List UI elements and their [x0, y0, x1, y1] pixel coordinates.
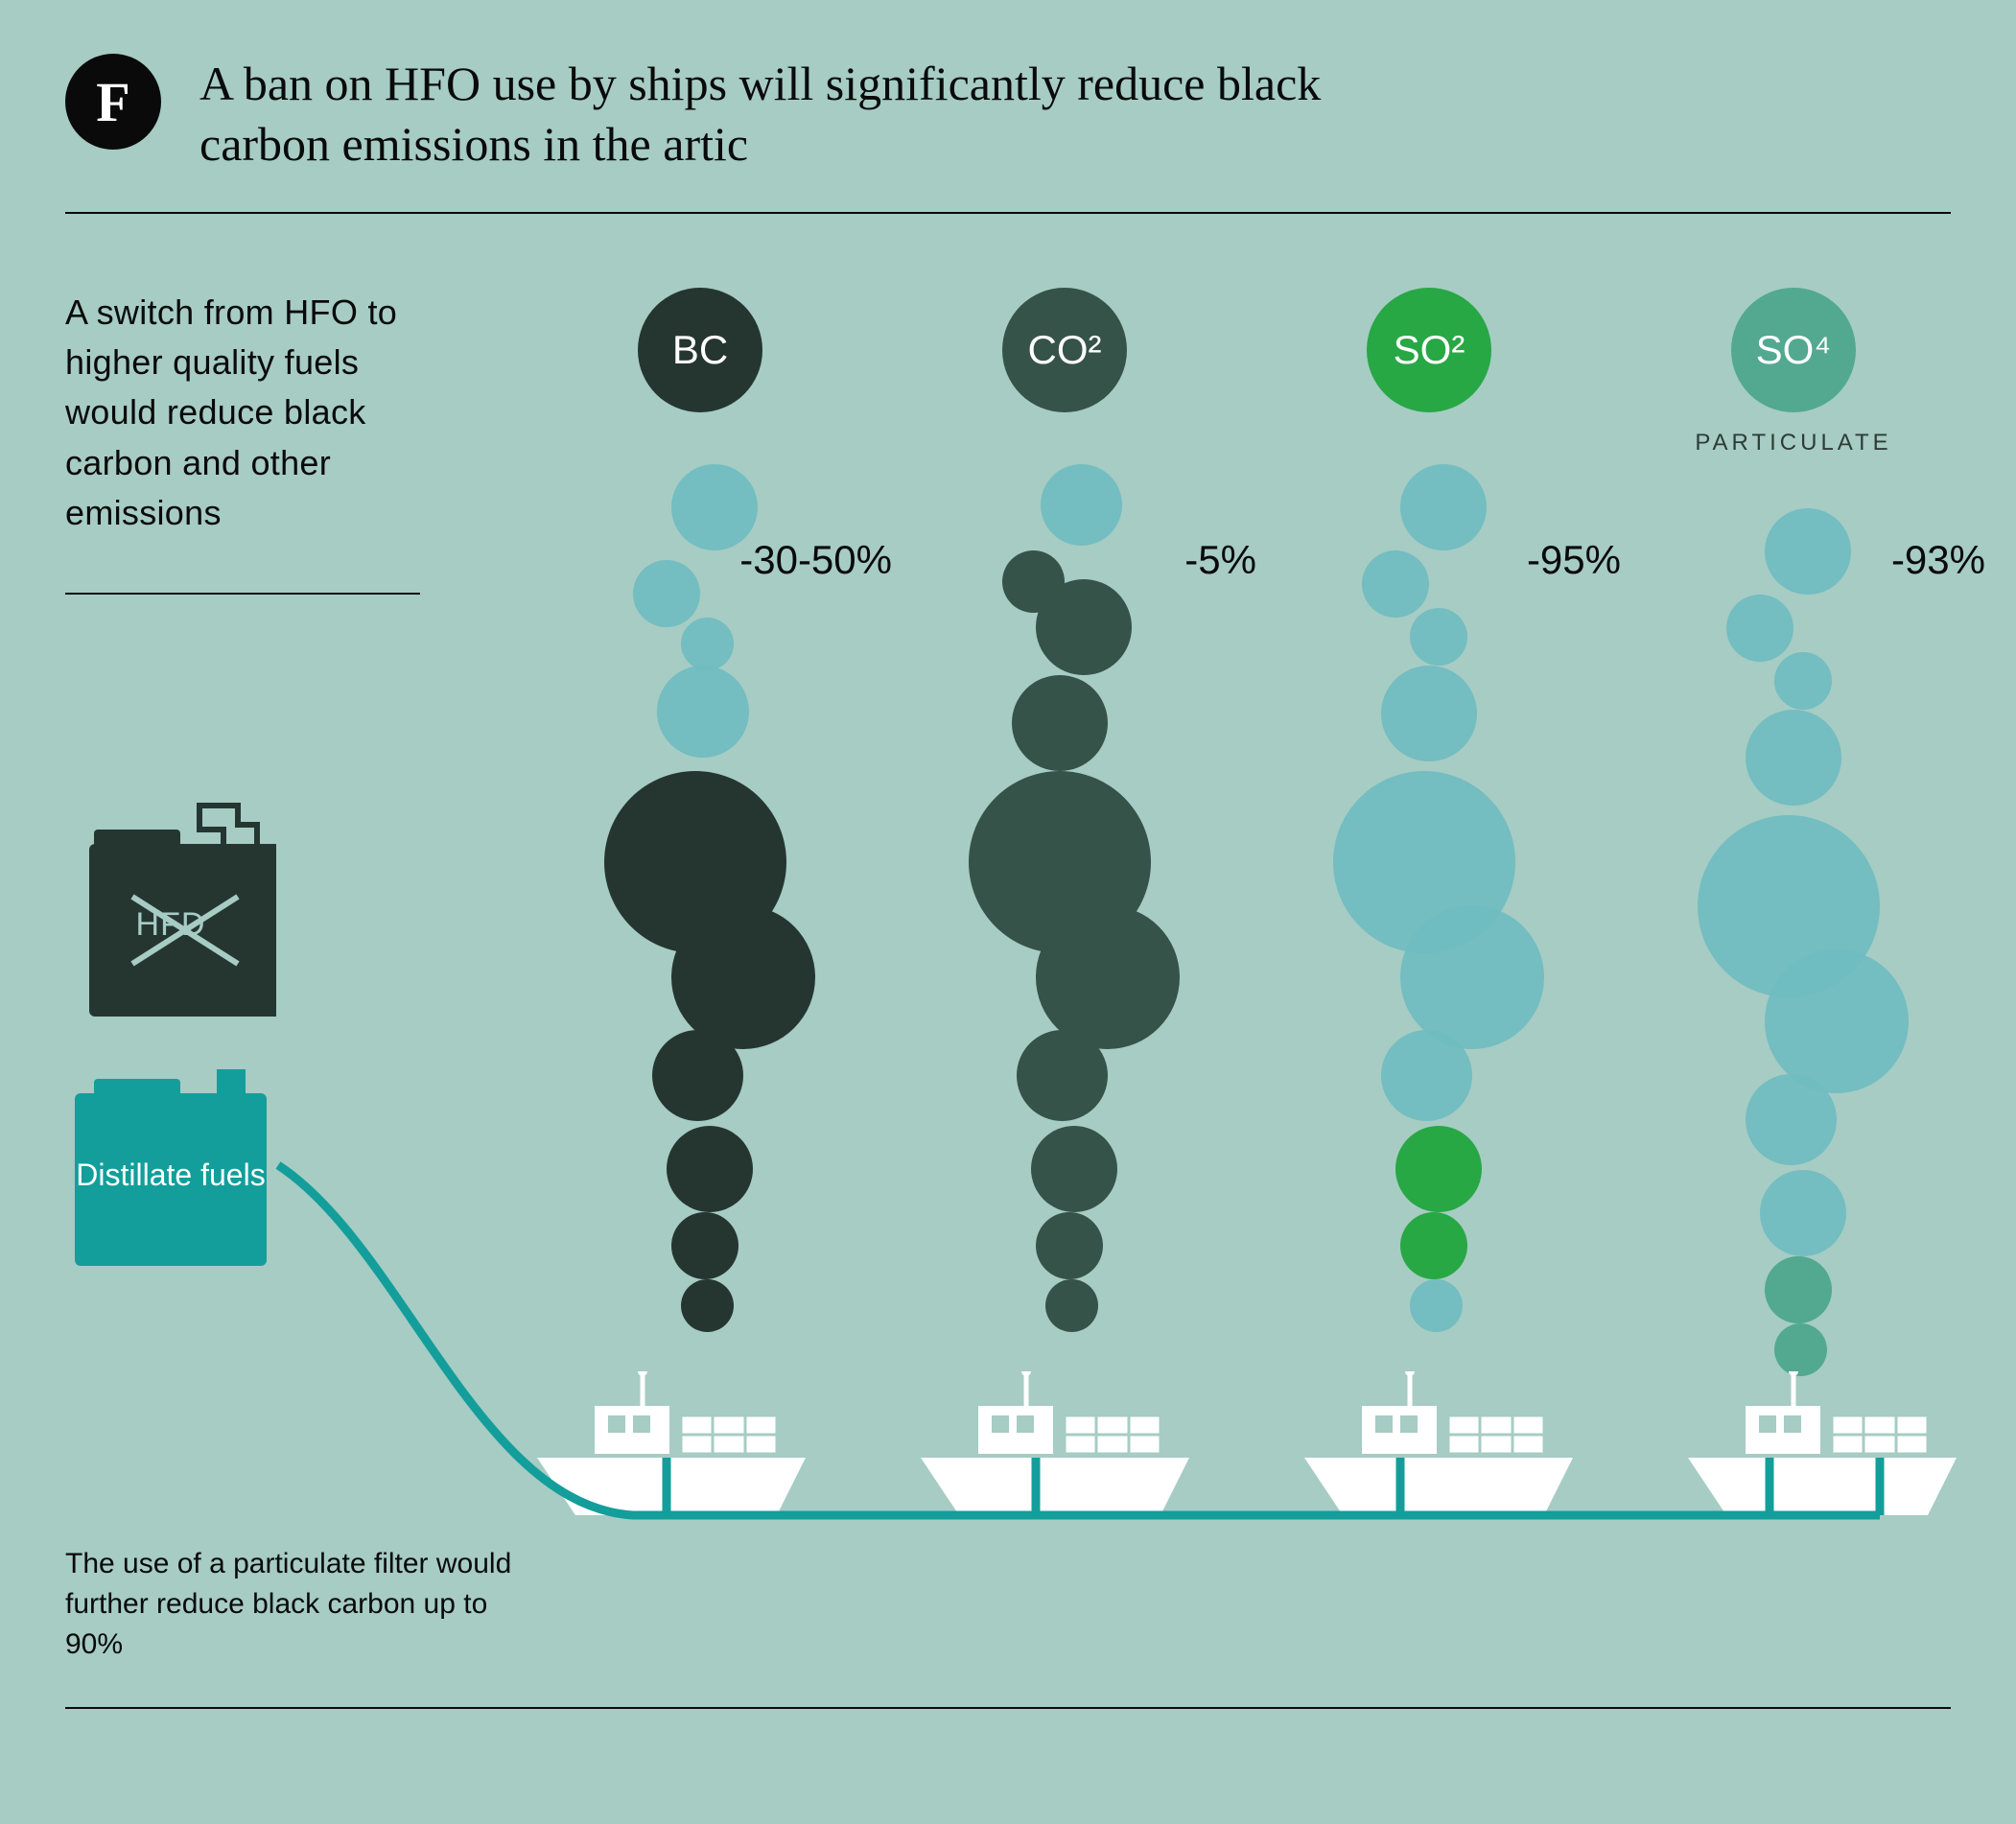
- emission-bubble-icon: [1765, 1256, 1832, 1323]
- emission-bubble-icon: [1381, 666, 1477, 761]
- footnote: The use of a particulate filter would fu…: [65, 1544, 545, 1665]
- bubbles-so2: [1304, 455, 1554, 1337]
- emission-bubble-icon: [1395, 1126, 1482, 1212]
- emission-bubble-icon: [681, 1279, 734, 1332]
- pollutant-co2: CO²-5%: [902, 288, 1228, 1381]
- emission-bubble-icon: [1400, 464, 1487, 550]
- emission-bubble-icon: [1765, 508, 1851, 595]
- emission-bubble-icon: [1400, 905, 1544, 1049]
- ship-icon: [921, 1371, 1189, 1544]
- emission-bubble-icon: [1045, 1279, 1098, 1332]
- section-badge: F: [65, 54, 161, 150]
- emission-bubble-icon: [1410, 608, 1467, 666]
- subhead-rule: [65, 593, 420, 595]
- emission-bubble-icon: [1760, 1170, 1846, 1256]
- emission-bubble-icon: [681, 618, 734, 670]
- pollutant-so4: SO⁴PARTICULATE-93%: [1630, 288, 1957, 1381]
- pollutants-row: BC-30-50%CO²-5%SO²-95%SO⁴PARTICULATE-93%: [537, 288, 1957, 1381]
- emission-bubble-icon: [633, 560, 700, 627]
- emission-bubble-icon: [671, 1212, 738, 1279]
- header: F A ban on HFO use by ships will signifi…: [0, 0, 2016, 212]
- pollutant-reduction-co2: -5%: [1184, 537, 1256, 583]
- bubbles-co2: [940, 455, 1189, 1337]
- emission-bubble-icon: [1410, 1279, 1463, 1332]
- hfd-can-icon: HFD: [65, 796, 276, 1007]
- emission-bubble-icon: [667, 1126, 753, 1212]
- emission-bubble-icon: [1362, 550, 1429, 618]
- emission-bubble-icon: [1012, 675, 1108, 771]
- fuel-area: HFD Distillate fuels: [65, 796, 468, 1266]
- pollutant-badge-so2: SO²: [1367, 288, 1491, 412]
- emission-bubble-icon: [1381, 1030, 1472, 1121]
- pollutant-bc: BC-30-50%: [537, 288, 863, 1381]
- emission-bubble-icon: [657, 666, 749, 758]
- bottom-rule: [65, 1707, 1951, 1709]
- emission-bubble-icon: [1746, 710, 1841, 806]
- emission-bubble-icon: [1031, 1126, 1117, 1212]
- pollutant-badge-so4: SO⁴: [1731, 288, 1856, 412]
- emission-bubble-icon: [1726, 595, 1793, 662]
- emission-bubble-icon: [1746, 1074, 1837, 1165]
- emission-bubble-icon: [1036, 905, 1180, 1049]
- bubbles-so4: [1669, 499, 1918, 1381]
- ship-icon: [537, 1371, 806, 1544]
- page-title: A ban on HFO use by ships will significa…: [199, 54, 1446, 174]
- ship-icon: [1304, 1371, 1573, 1544]
- emission-bubble-icon: [671, 464, 758, 550]
- distillate-can-icon: Distillate fuels: [65, 1064, 276, 1266]
- pollutant-so2: SO²-95%: [1266, 288, 1592, 1381]
- distillate-label: Distillate fuels: [65, 1157, 276, 1193]
- emission-bubble-icon: [1017, 1030, 1108, 1121]
- emission-bubble-icon: [1774, 1323, 1827, 1376]
- emission-bubble-icon: [1036, 579, 1132, 675]
- emission-bubble-icon: [652, 1030, 743, 1121]
- pollutant-sublabel-so4: PARTICULATE: [1695, 430, 1891, 456]
- bubbles-bc: [575, 455, 825, 1337]
- emission-bubble-icon: [1036, 1212, 1103, 1279]
- sub-heading: A switch from HFO to higher quality fuel…: [65, 288, 449, 538]
- pollutant-badge-co2: CO²: [1002, 288, 1127, 412]
- emission-bubble-icon: [671, 905, 815, 1049]
- emission-bubble-icon: [1765, 949, 1909, 1093]
- emission-bubble-icon: [1041, 464, 1122, 546]
- ship-icon: [1688, 1371, 1957, 1544]
- top-rule: [65, 212, 1951, 214]
- emission-bubble-icon: [1400, 1212, 1467, 1279]
- hfd-label: HFD: [65, 906, 276, 944]
- ships-row: [537, 1371, 1957, 1544]
- emission-bubble-icon: [1774, 652, 1832, 710]
- pollutant-badge-bc: BC: [638, 288, 762, 412]
